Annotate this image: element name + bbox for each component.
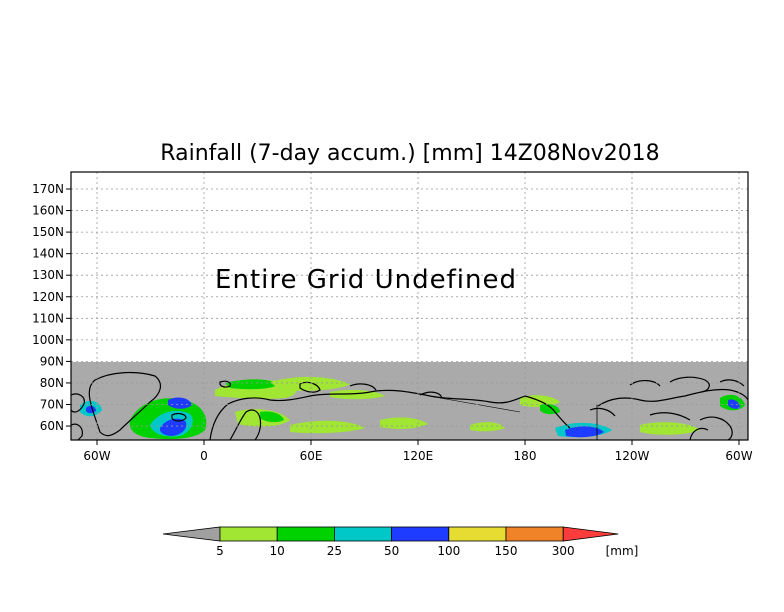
lon-label-4: 180 <box>514 449 537 463</box>
colorbar-swatch <box>448 526 507 542</box>
lat-label-160n: 160N <box>32 204 64 218</box>
colorbar-unit: [mm] <box>606 544 639 558</box>
colorbar-swatch <box>276 526 335 542</box>
map-title: Rainfall (7-day accum.) [mm] 14Z08Nov201… <box>160 141 659 166</box>
colorbar-label: 300 <box>552 544 575 558</box>
lat-label-170n: 170N <box>32 182 64 196</box>
undefined-grid-message: Entire Grid Undefined <box>215 265 517 295</box>
rainfall-shading <box>80 376 745 440</box>
undefined-area <box>71 172 748 362</box>
lat-label-140n: 140N <box>32 247 64 261</box>
colorbar-label: 50 <box>384 544 399 558</box>
map-panel: Entire Grid Undefined <box>70 171 749 441</box>
lon-label-6: 60W <box>725 449 752 463</box>
colorbar-label: 25 <box>327 544 342 558</box>
lat-label-60n: 60N <box>40 419 64 433</box>
colorbar-label: 5 <box>216 544 224 558</box>
lat-label-70n: 70N <box>40 398 64 412</box>
colorbar-high-triangle <box>562 526 619 542</box>
lon-label-5: 120W <box>615 449 650 463</box>
lat-label-80n: 80N <box>40 376 64 390</box>
lat-label-150n: 150N <box>32 225 64 239</box>
colorbar-label: 10 <box>270 544 285 558</box>
lat-label-110n: 110N <box>32 311 64 325</box>
colorbar-swatch <box>391 526 450 542</box>
colorbar: 5 10 25 50 100 150 300 <box>162 526 619 558</box>
map-frame <box>70 171 749 441</box>
lon-label-3: 120E <box>403 449 434 463</box>
lat-label-130n: 130N <box>32 268 64 282</box>
colorbar-label: 100 <box>437 544 460 558</box>
lon-label-2: 60E <box>300 449 323 463</box>
colorbar-swatch <box>219 526 278 542</box>
lat-label-120n: 120N <box>32 290 64 304</box>
lat-label-90n: 90N <box>40 354 64 368</box>
colorbar-swatch <box>505 526 564 542</box>
lon-label-0: 60W <box>83 449 110 463</box>
longitude-axis: 60W 0 60E 120E 180 120W 60W <box>83 440 753 463</box>
lat-label-100n: 100N <box>32 333 64 347</box>
lon-label-1: 0 <box>200 449 208 463</box>
coastlines <box>70 371 749 441</box>
colorbar-label: 150 <box>495 544 518 558</box>
colorbar-swatch <box>333 526 392 542</box>
colorbar-low-triangle <box>162 526 221 542</box>
latitude-axis: 170N 160N 150N 140N 130N 120N 110N 100N 90N 80N 70… <box>32 182 71 433</box>
